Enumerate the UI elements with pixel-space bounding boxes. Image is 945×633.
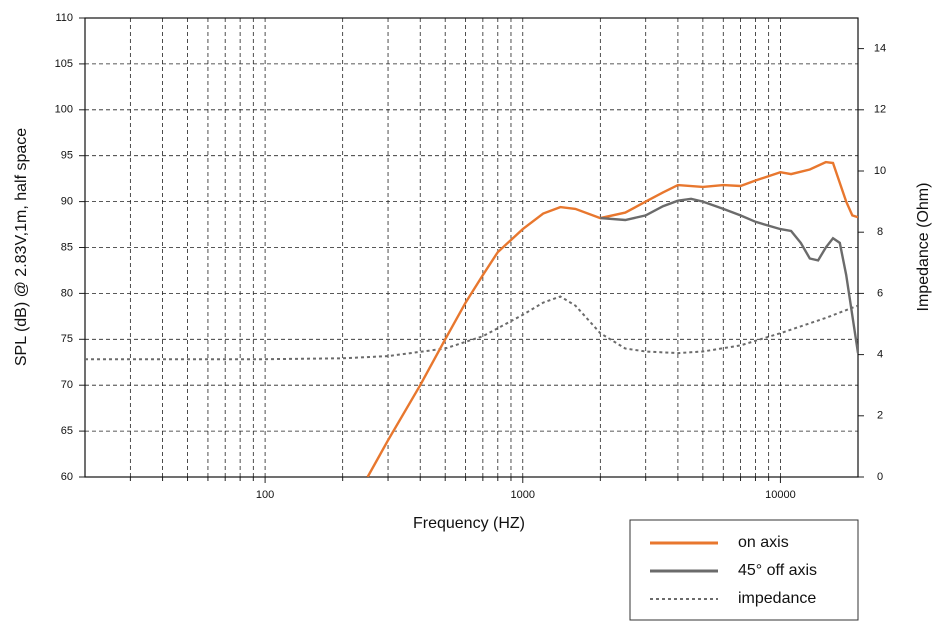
y2-axis-title: Impedance (Ohm)	[915, 183, 932, 312]
y2-tick-label: 4	[877, 349, 883, 361]
y-tick-label: 110	[55, 12, 73, 24]
x-axis-title: Frequency (HZ)	[413, 515, 525, 532]
y2-tick-label: 6	[877, 287, 883, 299]
y-tick-label: 60	[61, 471, 73, 483]
y-tick-label: 85	[61, 241, 73, 253]
y-tick-label: 75	[61, 333, 73, 345]
y2-tick-label: 14	[874, 43, 886, 55]
legend-label: on axis	[738, 534, 789, 551]
y-tick-label: 100	[55, 104, 73, 116]
y-tick-label: 65	[61, 425, 73, 437]
series-line	[85, 295, 858, 361]
x-tick-label: 10000	[765, 489, 796, 501]
x-tick-label: 1000	[511, 489, 535, 501]
y-axis-title: SPL (dB) @ 2.83V,1m, half space	[13, 128, 30, 366]
series-line	[600, 197, 858, 354]
y-tick-label: 95	[61, 150, 73, 162]
y-tick-label: 80	[61, 287, 73, 299]
y2-tick-label: 8	[877, 226, 883, 238]
legend-label: 45° off axis	[738, 562, 817, 579]
legend-label: impedance	[738, 590, 816, 607]
y2-tick-label: 10	[874, 165, 886, 177]
y2-tick-label: 2	[877, 410, 883, 422]
y2-tick-label: 12	[874, 104, 886, 116]
y-tick-label: 105	[55, 58, 73, 70]
plot-frame	[84, 17, 859, 478]
y-tick-label: 70	[61, 379, 73, 391]
x-tick-label: 100	[256, 489, 274, 501]
y-tick-label: 90	[61, 196, 73, 208]
y2-tick-label: 0	[877, 471, 883, 483]
series-line	[366, 160, 858, 477]
